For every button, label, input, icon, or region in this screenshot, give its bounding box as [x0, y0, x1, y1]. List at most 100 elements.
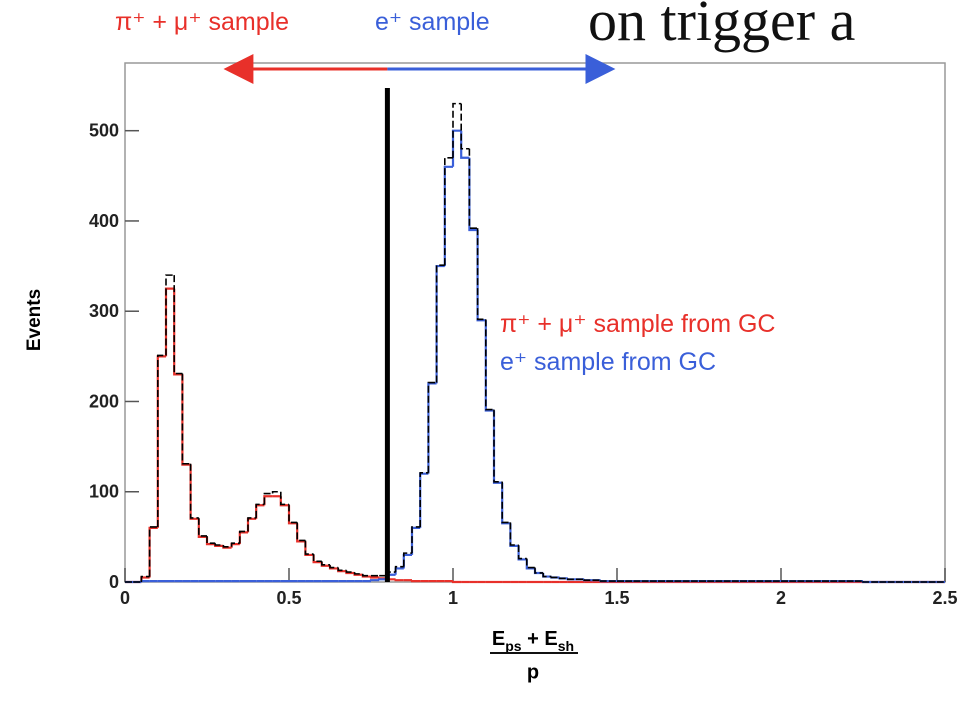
histogram-step — [599, 580, 609, 582]
annotation: e⁺ sample — [375, 8, 490, 36]
histogram-step — [230, 542, 240, 547]
histogram-step — [451, 580, 462, 584]
y-tick-label: 100 — [89, 482, 119, 502]
histogram-step — [558, 577, 568, 580]
histogram-step — [296, 522, 306, 542]
x-tick-label: 0 — [120, 588, 130, 608]
histogram-step — [140, 579, 150, 583]
y-tick-label: 300 — [89, 301, 119, 321]
histogram-step — [550, 576, 560, 579]
histogram-step — [534, 567, 544, 574]
histogram-step — [214, 543, 224, 546]
histogram-step — [263, 495, 273, 506]
histogram-step — [567, 578, 576, 581]
histogram-step — [468, 148, 478, 229]
histogram-step — [410, 526, 421, 555]
histogram-step — [468, 157, 478, 232]
series — [125, 102, 945, 583]
histogram-step — [402, 553, 412, 569]
histogram-step — [451, 129, 462, 167]
histogram-step — [173, 275, 183, 375]
histogram-step — [476, 229, 486, 322]
y-tick-label: 500 — [89, 121, 119, 141]
histogram-step — [312, 554, 322, 563]
histogram-step — [369, 576, 380, 579]
histogram-step — [427, 381, 437, 473]
histogram-step — [526, 558, 535, 569]
histogram-step — [148, 526, 158, 578]
histogram-step — [403, 552, 412, 567]
histogram-step — [189, 463, 199, 519]
histogram-step — [394, 579, 404, 582]
label-part: + E — [522, 628, 558, 650]
y-tick-label: 400 — [89, 211, 119, 231]
histogram-step — [279, 496, 289, 507]
histogram-step — [329, 564, 339, 569]
histogram-step — [484, 320, 494, 412]
histogram-step — [197, 518, 207, 538]
histogram-step — [271, 490, 281, 494]
histogram-step — [337, 567, 347, 572]
x-tick-label: 2.5 — [932, 588, 957, 608]
x-tick-label: 0.5 — [276, 588, 301, 608]
histogram-step — [189, 464, 199, 520]
histogram-step — [476, 228, 486, 321]
legend-entry: π⁺ + μ⁺ sample from GC — [500, 310, 775, 338]
histogram-step — [181, 374, 191, 466]
histogram-step — [452, 102, 462, 158]
x-tick-label: 2 — [776, 588, 786, 608]
x-axis-label-numerator: Eps + Esh — [492, 628, 574, 654]
histogram-step — [247, 517, 257, 532]
histogram-step — [296, 523, 306, 543]
histogram-step — [410, 579, 421, 583]
y-tick-label: 200 — [89, 391, 119, 411]
histogram-step — [443, 165, 453, 267]
histogram-step — [460, 103, 470, 150]
histogram-step — [444, 156, 453, 266]
histogram-step — [509, 523, 519, 547]
histogram-step — [255, 503, 265, 518]
histogram-step — [517, 545, 527, 561]
histogram-step — [411, 526, 421, 554]
histogram-step — [362, 573, 371, 577]
histogram-step — [517, 544, 527, 560]
histogram-step — [181, 373, 191, 465]
annotation: π⁺ + μ⁺ sample — [115, 8, 289, 36]
histogram-step — [493, 409, 503, 483]
histogram-step — [198, 517, 207, 537]
histogram-step — [345, 570, 355, 573]
y-axis-label: Events — [24, 289, 45, 351]
histogram-step — [862, 581, 872, 583]
histogram-step — [492, 410, 503, 484]
histogram-step — [353, 572, 363, 575]
histogram-step — [148, 526, 158, 577]
histogram-step — [321, 561, 330, 566]
histogram-step — [583, 579, 593, 581]
histogram-step — [238, 531, 248, 545]
histogram-step — [157, 354, 166, 527]
histogram-step — [304, 541, 314, 557]
histogram-step — [230, 542, 240, 548]
histogram-step — [222, 544, 232, 548]
histogram-step — [165, 274, 175, 356]
histogram-step — [239, 530, 248, 544]
histogram-step — [460, 130, 470, 159]
histogram-step — [435, 264, 445, 384]
histogram-step — [394, 567, 404, 575]
histogram-step — [501, 481, 511, 524]
histogram-step — [485, 319, 494, 411]
histogram-step — [509, 522, 519, 546]
background-text: on trigger a — [588, 0, 855, 53]
histogram-step — [206, 535, 216, 544]
histogram-step — [156, 355, 166, 528]
histogram-step — [173, 288, 183, 376]
histogram-step — [263, 492, 273, 505]
histogram-step — [304, 540, 314, 555]
histogram-step — [287, 505, 298, 525]
legend-entry: e⁺ sample from GC — [500, 348, 716, 376]
histogram-step — [435, 264, 445, 383]
histogram-step — [419, 471, 429, 527]
histogram-step — [419, 472, 429, 528]
x-tick-label: 1.5 — [604, 588, 629, 608]
